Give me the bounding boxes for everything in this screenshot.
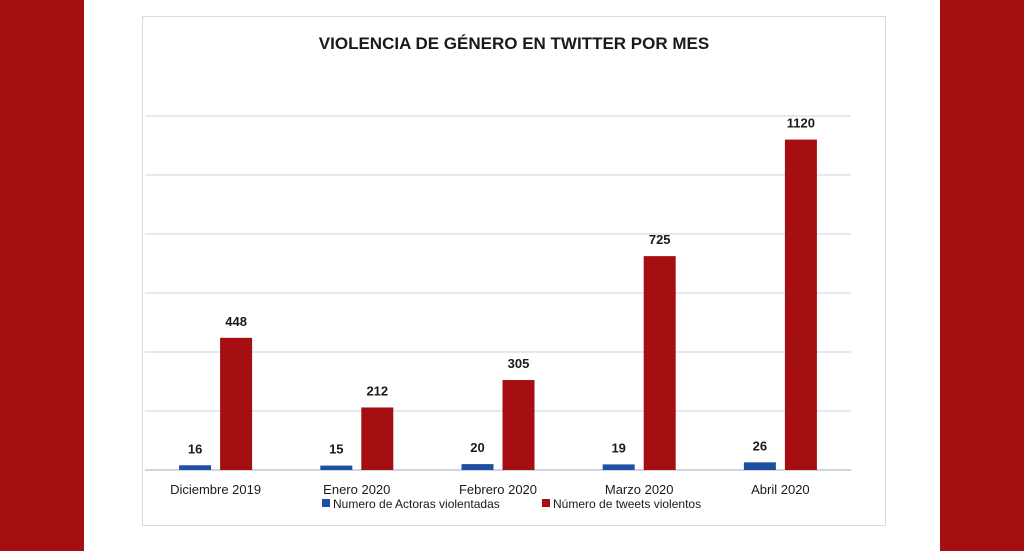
data-label-actoras-4: 26 <box>753 438 767 453</box>
legend: Numero de Actoras violentadas Número de t… <box>322 497 701 511</box>
bar-actoras-0 <box>179 465 212 470</box>
x-tick-label: Febrero 2020 <box>459 482 537 497</box>
data-label-tweets-3: 725 <box>649 232 671 247</box>
legend-label-tweets: Número de tweets violentos <box>553 497 701 511</box>
bar-actoras-3 <box>602 464 635 470</box>
x-tick-label: Enero 2020 <box>323 482 390 497</box>
data-label-actoras-3: 19 <box>611 440 625 455</box>
data-label-actoras-2: 20 <box>470 440 484 455</box>
bar-tweets-2 <box>502 380 535 470</box>
data-labels: 16 448 15 212 20 305 19 725 26 1120 <box>188 116 815 457</box>
data-label-tweets-4: 1120 <box>787 116 815 131</box>
bar-tweets-0 <box>220 337 253 470</box>
data-label-actoras-1: 15 <box>329 442 343 457</box>
x-tick-label: Diciembre 2019 <box>170 482 261 497</box>
data-label-actoras-0: 16 <box>188 441 202 456</box>
chart-title: VIOLENCIA DE GÉNERO EN TWITTER POR MES <box>319 34 709 53</box>
x-tick-label: Marzo 2020 <box>605 482 674 497</box>
bar-tweets-3 <box>643 256 676 470</box>
legend-swatch-tweets <box>542 499 550 507</box>
bar-actoras-2 <box>461 464 494 470</box>
bar-tweets-4 <box>784 139 817 470</box>
data-label-tweets-0: 448 <box>225 314 247 329</box>
bar-actoras-4 <box>743 462 776 470</box>
gridlines <box>145 115 851 471</box>
x-tick-label: Abril 2020 <box>751 482 810 497</box>
bars <box>179 139 817 470</box>
legend-swatch-actoras <box>322 499 330 507</box>
legend-label-actoras: Numero de Actoras violentadas <box>333 497 500 511</box>
x-axis-ticks: Diciembre 2019 Enero 2020 Febrero 2020 Marz… <box>170 482 810 497</box>
data-label-tweets-2: 305 <box>508 356 530 371</box>
bar-actoras-1 <box>320 465 353 470</box>
bar-tweets-1 <box>361 407 394 470</box>
data-label-tweets-1: 212 <box>366 383 388 398</box>
